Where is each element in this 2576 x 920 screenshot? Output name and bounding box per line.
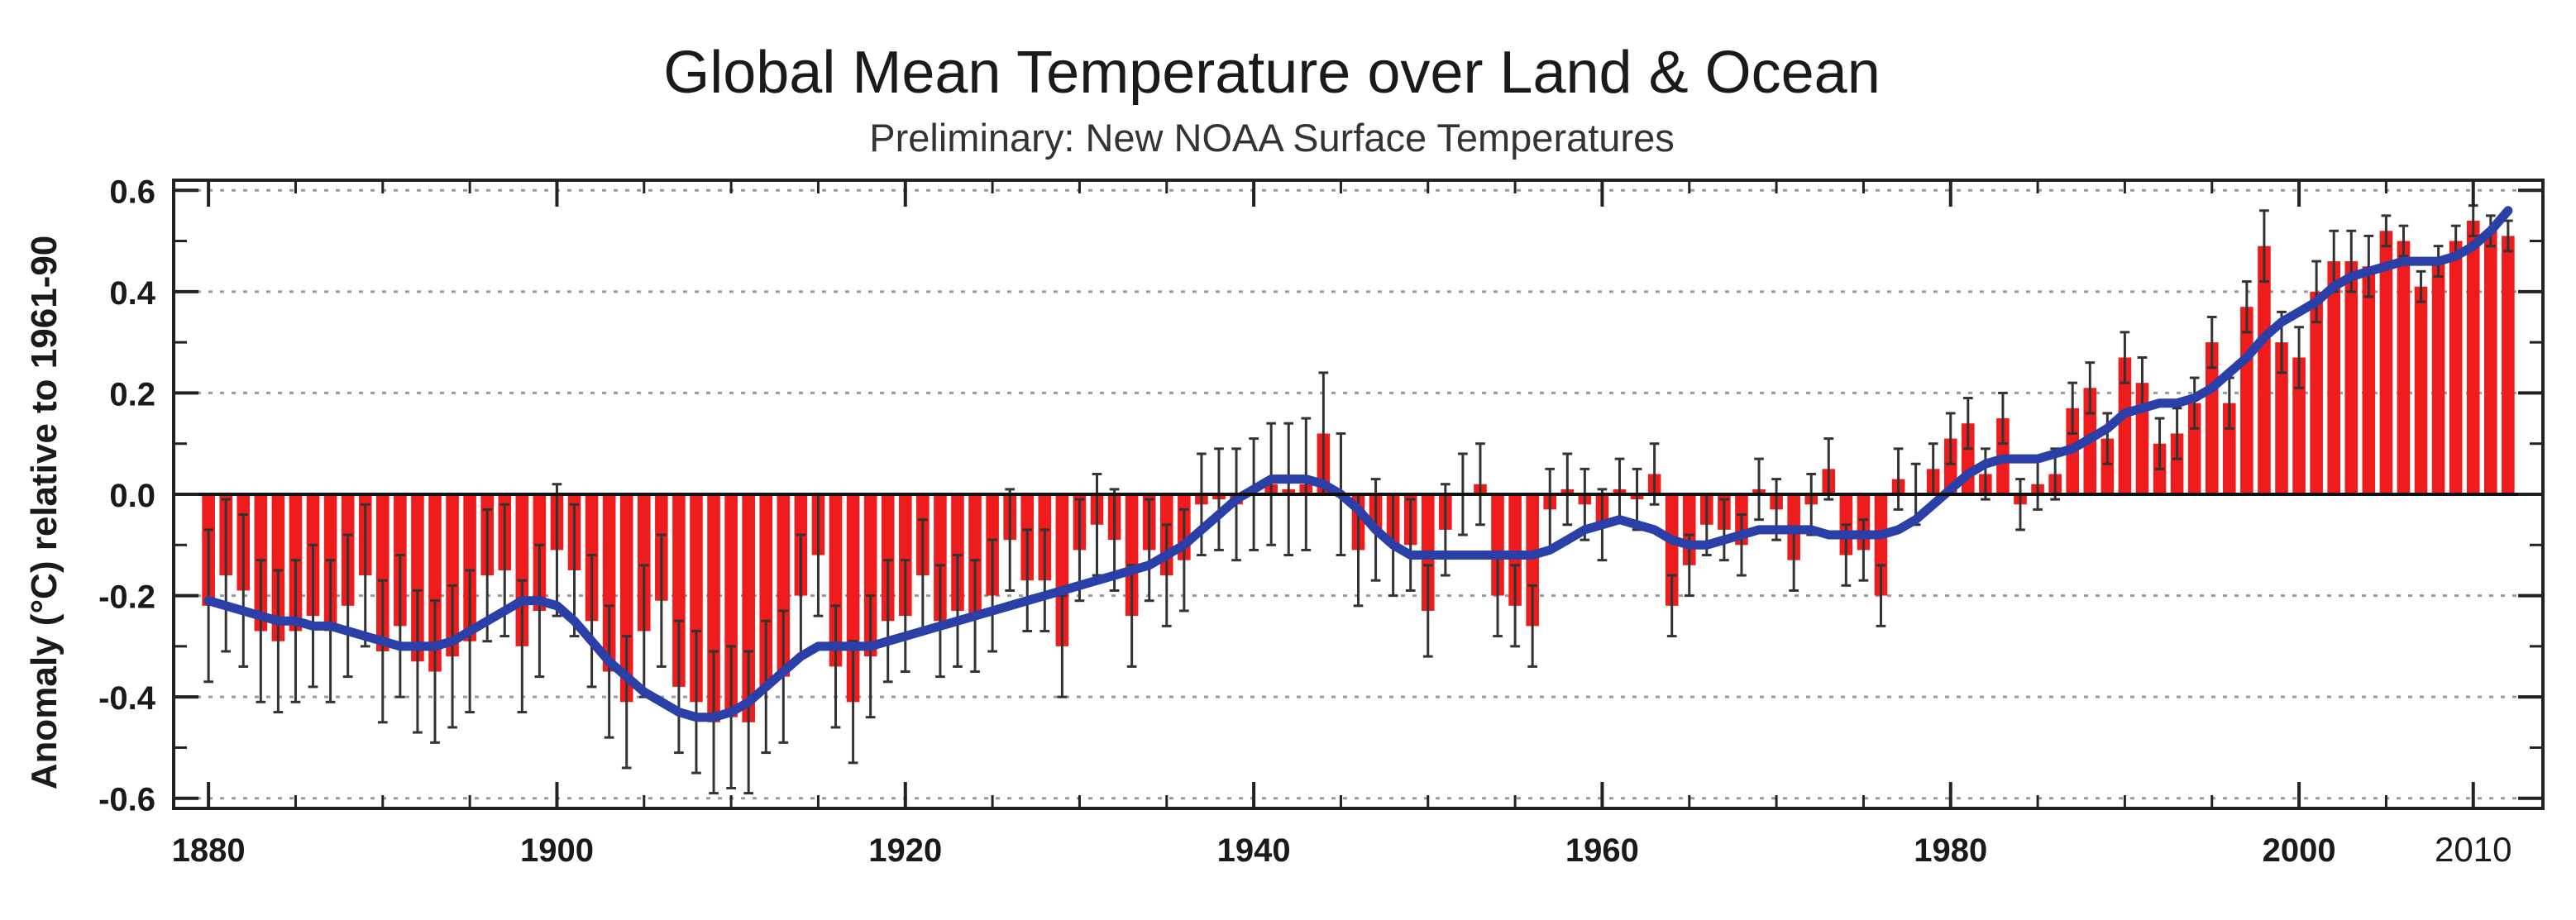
bar [707, 494, 720, 722]
bar [1526, 494, 1539, 627]
bar [829, 494, 843, 667]
bar [951, 494, 964, 611]
bar [881, 494, 895, 622]
bar [428, 494, 442, 672]
chart-title: Global Mean Temperature over Land & Ocea… [663, 40, 1881, 106]
bar [934, 494, 947, 622]
bar [2240, 307, 2253, 494]
bar [2466, 221, 2480, 494]
y-tick-label: 0.6 [109, 174, 155, 210]
x-tick-label: 1880 [172, 832, 246, 869]
error-bars [203, 204, 2513, 795]
bar [1055, 494, 1069, 646]
bar [759, 494, 773, 687]
bar [375, 494, 390, 651]
bar [2258, 245, 2271, 494]
x-tick-label: 1940 [1217, 832, 1291, 869]
bar [1874, 494, 1888, 596]
bar [1125, 494, 1139, 617]
bar [2344, 261, 2359, 494]
bar [2292, 357, 2306, 494]
bars [202, 221, 2515, 722]
bar [968, 494, 982, 617]
bar [2275, 342, 2288, 494]
bar [690, 494, 703, 703]
bar [2223, 403, 2236, 494]
x-tick-label: 1960 [1565, 832, 1639, 869]
bar [446, 494, 459, 657]
bar [2502, 236, 2515, 494]
bar [637, 494, 651, 632]
y-tick-label: 0.4 [109, 275, 155, 312]
x-tick-label: 2010 [2435, 830, 2511, 869]
y-tick-label: -0.6 [98, 782, 155, 818]
y-tick-label: -0.4 [98, 680, 156, 717]
y-tick-label: -0.2 [98, 579, 155, 616]
bar [2379, 231, 2393, 494]
bar [2170, 433, 2184, 494]
bar [2118, 357, 2132, 494]
bar [1943, 438, 1957, 494]
bar [724, 494, 738, 717]
bar [1508, 494, 1522, 606]
bar [463, 494, 476, 641]
x-tick-label: 2000 [2263, 832, 2336, 869]
bar [515, 494, 529, 646]
bar [411, 494, 424, 662]
x-tick-label: 1980 [1914, 832, 1987, 869]
bar [672, 494, 686, 687]
bar [777, 494, 791, 677]
y-tick-label: 0.2 [109, 376, 155, 412]
bar [2310, 291, 2323, 494]
y-tick-label: 0.0 [109, 478, 155, 514]
bar [1665, 494, 1679, 606]
trend-line [203, 206, 2513, 722]
bar [863, 494, 877, 657]
x-tick-labels: 1880 1900 1920 1940 1960 1980 2000 2010 [172, 830, 2512, 869]
bar [2100, 438, 2115, 494]
y-tick-labels: 0.6 0.4 0.2 0.0 -0.2 -0.4 -0.6 [98, 174, 156, 818]
bar [2431, 261, 2445, 494]
x-tick-label: 1920 [868, 832, 942, 869]
bar [742, 494, 755, 722]
bar [602, 494, 616, 672]
y-axis-label: Anomaly (°C) relative to 1961-90 [24, 236, 65, 790]
bar [2362, 266, 2376, 494]
bar [2449, 241, 2463, 494]
bar [271, 494, 285, 641]
chart-subtitle: Preliminary: New NOAA Surface Temperatur… [869, 116, 1674, 160]
bar [619, 494, 633, 703]
bar [2397, 241, 2411, 494]
x-tick-label: 1900 [520, 832, 594, 869]
axis-ticks [174, 180, 2543, 808]
bar [2414, 286, 2428, 494]
bar [2484, 231, 2497, 494]
bar [2327, 261, 2341, 494]
bar [898, 494, 912, 617]
bar [1491, 494, 1504, 596]
bar [2187, 403, 2201, 494]
